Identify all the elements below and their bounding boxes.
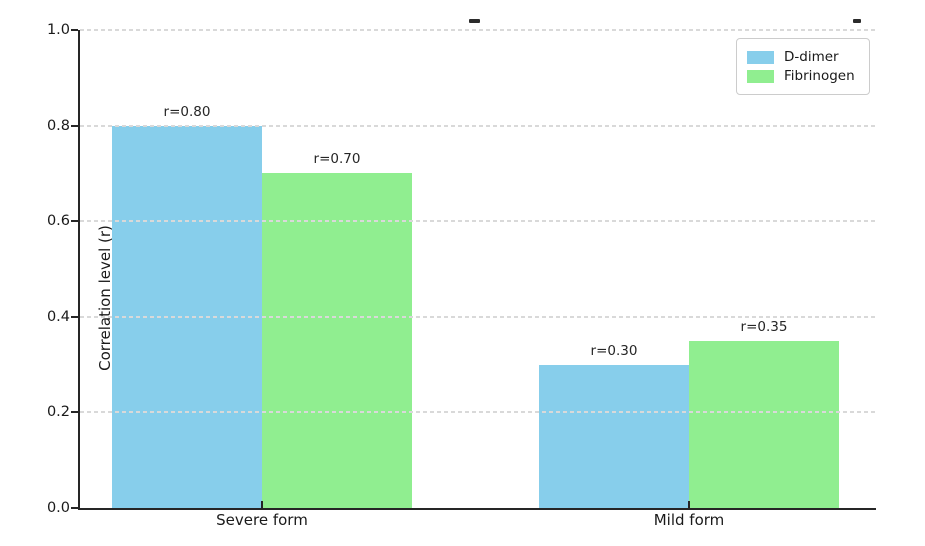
gridline-0.8	[80, 124, 876, 127]
legend-label: D-dimer	[784, 49, 839, 65]
bar-value-label: r=0.35	[740, 318, 788, 335]
gridline-0.6	[80, 220, 876, 223]
x-tick-0	[261, 501, 263, 508]
y-tick-label-0.8: 0.8	[46, 117, 70, 134]
bar-fibrinogen-0	[262, 173, 412, 508]
gridline-0.2	[80, 411, 876, 414]
bar-fibrinogen-1	[689, 340, 839, 508]
legend: D-dimer Fibrinogen	[736, 38, 870, 95]
y-tick-label-0.6: 0.6	[46, 213, 70, 230]
bar-value-label: r=0.70	[313, 151, 361, 168]
legend-item-fibrinogen: Fibrinogen	[747, 68, 855, 84]
y-tick-label-0.4: 0.4	[46, 308, 70, 325]
gridline-1.0	[80, 29, 876, 31]
bar-value-label: r=0.80	[163, 103, 211, 120]
y-tick-0.4	[71, 315, 78, 318]
legend-swatch-d-dimer	[747, 50, 774, 64]
legend-swatch-fibrinogen	[747, 69, 774, 83]
x-category-label: Severe form	[216, 511, 308, 529]
gridline-0.4	[80, 315, 876, 318]
bar-d-dimer-1	[539, 364, 689, 508]
y-tick-0.6	[71, 220, 78, 223]
plot-area: Correlation level (r) r=0.80 r=0.30 r=0.70…	[71, 29, 876, 510]
x-tick-1	[688, 501, 690, 508]
x-category-label: Mild form	[653, 511, 725, 529]
y-tick-0.2	[71, 411, 78, 414]
x-axis-spine	[78, 508, 876, 510]
bar-value-label: r=0.30	[590, 342, 638, 359]
legend-label: Fibrinogen	[784, 68, 855, 84]
legend-item-d-dimer: D-dimer	[747, 49, 855, 65]
clipped-title-fragment-left	[469, 19, 480, 23]
y-axis-spine	[78, 30, 80, 510]
y-tick-0.8	[71, 124, 78, 127]
y-tick-1.0	[71, 29, 78, 31]
clipped-title-fragment-right	[853, 19, 861, 23]
y-tick-0.0	[71, 507, 78, 509]
y-tick-label-0.2: 0.2	[46, 404, 70, 421]
y-tick-label-1.0: 1.0	[46, 22, 70, 38]
y-tick-label-0.0: 0.0	[46, 500, 70, 516]
